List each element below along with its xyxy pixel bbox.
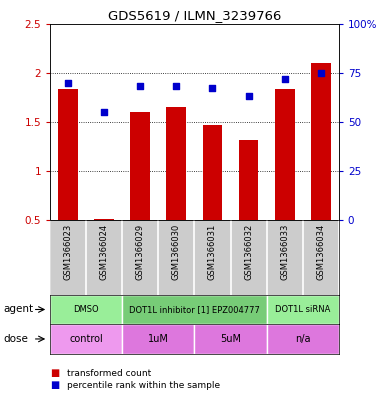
Text: DOT1L siRNA: DOT1L siRNA <box>275 305 330 314</box>
Text: GSM1366034: GSM1366034 <box>316 224 325 280</box>
Text: transformed count: transformed count <box>67 369 152 378</box>
Point <box>209 85 216 92</box>
Point <box>101 109 107 115</box>
Bar <box>311 63 331 220</box>
Text: DOT1L inhibitor [1] EPZ004777: DOT1L inhibitor [1] EPZ004777 <box>129 305 260 314</box>
Point <box>246 93 252 99</box>
Text: agent: agent <box>4 305 34 314</box>
Text: GSM1366023: GSM1366023 <box>64 224 73 280</box>
Text: GSM1366032: GSM1366032 <box>244 224 253 280</box>
Bar <box>50 295 122 324</box>
Bar <box>122 295 266 324</box>
Point <box>281 75 288 82</box>
Bar <box>94 219 114 220</box>
Text: 1uM: 1uM <box>148 334 169 344</box>
Bar <box>275 90 295 220</box>
Bar <box>122 324 194 354</box>
Bar <box>203 125 223 220</box>
Point <box>65 79 71 86</box>
Bar <box>58 90 78 220</box>
Text: 5uM: 5uM <box>220 334 241 344</box>
Text: GSM1366030: GSM1366030 <box>172 224 181 280</box>
Point <box>137 83 143 90</box>
Bar <box>131 112 150 220</box>
Point <box>318 70 324 76</box>
Text: percentile rank within the sample: percentile rank within the sample <box>67 381 221 389</box>
Bar <box>166 107 186 220</box>
Text: GSM1366029: GSM1366029 <box>136 224 145 280</box>
Text: GSM1366033: GSM1366033 <box>280 224 289 280</box>
Title: GDS5619 / ILMN_3239766: GDS5619 / ILMN_3239766 <box>108 9 281 22</box>
Bar <box>50 324 122 354</box>
Bar <box>266 295 339 324</box>
Text: control: control <box>69 334 103 344</box>
Text: ■: ■ <box>50 380 59 390</box>
Text: dose: dose <box>4 334 29 344</box>
Bar <box>194 324 266 354</box>
Bar <box>239 140 258 220</box>
Text: ■: ■ <box>50 368 59 378</box>
Text: GSM1366031: GSM1366031 <box>208 224 217 280</box>
Text: DMSO: DMSO <box>73 305 99 314</box>
Point <box>173 83 179 90</box>
Bar <box>266 324 339 354</box>
Text: GSM1366024: GSM1366024 <box>100 224 109 280</box>
Text: n/a: n/a <box>295 334 310 344</box>
